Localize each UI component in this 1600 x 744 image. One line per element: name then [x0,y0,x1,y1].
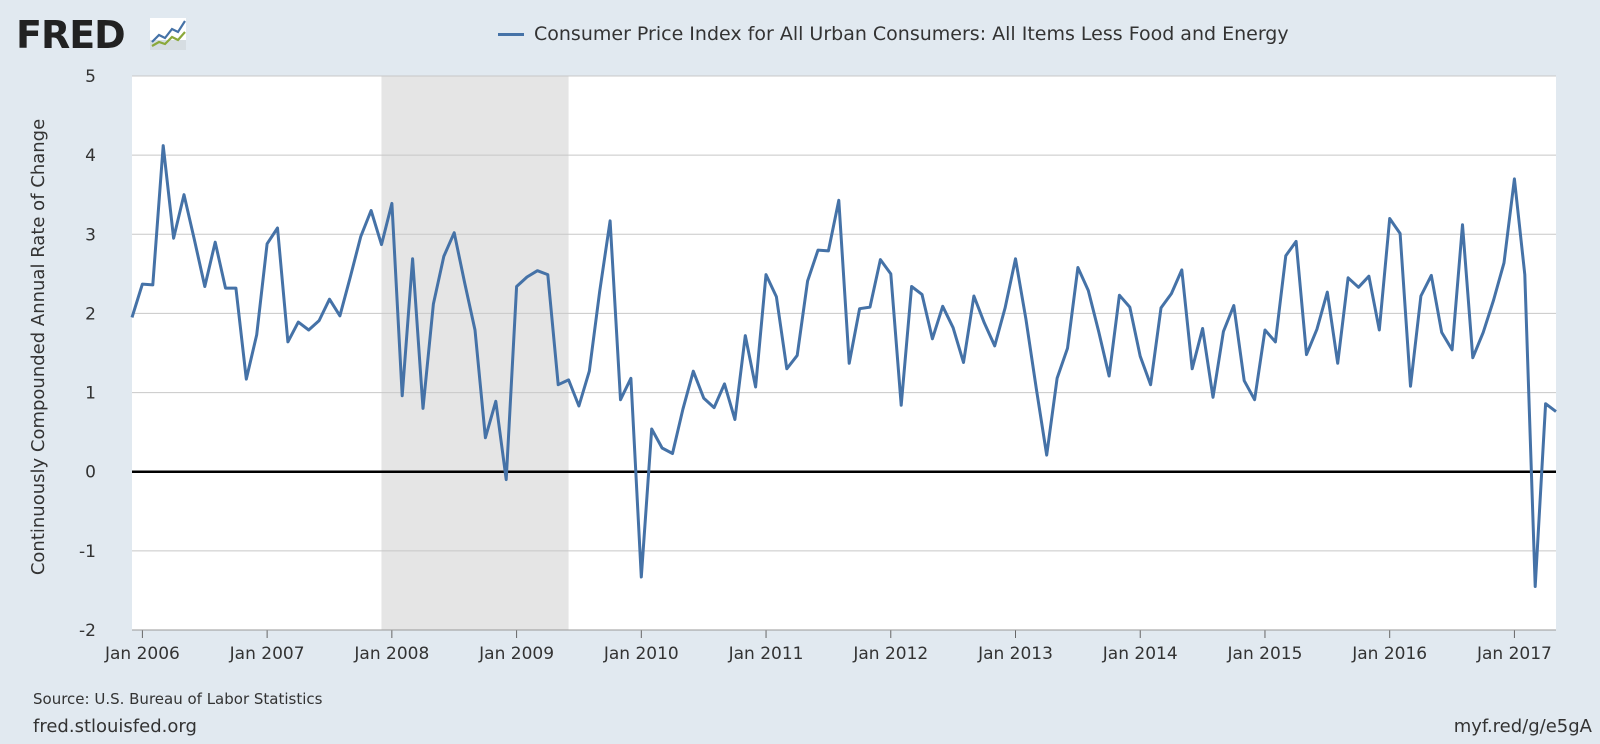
recession-band [381,76,569,630]
y-tick-label: 3 [85,225,96,245]
x-tick-label: Jan 2016 [1351,644,1427,664]
x-tick-label: Jan 2017 [1476,644,1552,664]
x-tick-label: Jan 2008 [353,644,429,664]
y-axis-ticks: 5 4 3 2 1 0 -1 -2 [79,67,96,641]
y-axis-title: Continuously Compounded Annual Rate of C… [28,119,49,575]
y-tick-label: 4 [85,146,96,166]
x-tick-label: Jan 2013 [977,644,1053,664]
fred-logo[interactable]: FRED [16,14,191,56]
plot-background [132,76,1556,630]
source-note: Source: U.S. Bureau of Labor Statistics [33,690,323,708]
logo-graph-icon [150,18,186,50]
legend-swatch [498,32,524,36]
y-tick-label: 0 [85,463,96,483]
x-tick-label: Jan 2009 [478,644,554,664]
legend-label: Consumer Price Index for All Urban Consu… [534,23,1289,45]
y-tick-label: -1 [79,542,96,562]
recession-shading [381,76,569,630]
y-tick-label: 5 [85,67,96,87]
y-tick-label: -2 [79,621,96,641]
x-tick-label: Jan 2012 [852,644,928,664]
x-tick-label: Jan 2011 [728,644,804,664]
y-tick-label: 1 [85,384,96,404]
plot-area [132,76,1556,630]
x-tick-label: Jan 2015 [1227,644,1303,664]
x-tick-label: Jan 2006 [104,644,180,664]
series-layer [130,144,1557,588]
site-link[interactable]: fred.stlouisfed.org [33,716,197,737]
short-url-link[interactable]: myf.red/g/e5gA [1453,716,1592,737]
x-tick-label: Jan 2014 [1102,644,1178,664]
x-tick-label: Jan 2007 [229,644,305,664]
x-axis-ticks: Jan 2006 Jan 2007 Jan 2008 Jan 2009 Jan 2010… [104,629,1556,664]
y-tick-label: 2 [85,304,96,324]
chart-legend[interactable]: Consumer Price Index for All Urban Consu… [498,20,1289,48]
x-tick-label: Jan 2010 [603,644,679,664]
logo-text: FRED [16,13,126,57]
series-line [130,144,1557,588]
